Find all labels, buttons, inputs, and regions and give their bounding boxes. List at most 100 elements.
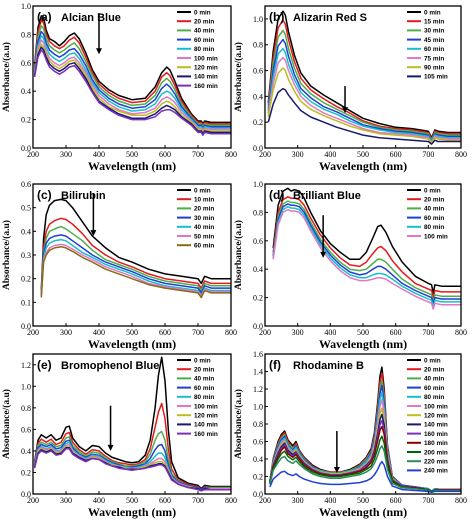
y-tick-label: 0.6 xyxy=(21,180,31,189)
legend-entry: 160 min xyxy=(424,431,448,438)
y-tick-label: 0.8 xyxy=(253,208,263,217)
x-tick-label: 600 xyxy=(159,496,171,505)
x-tick-label: 200 xyxy=(27,328,39,337)
y-axis-label: Absorbance/(a.u) xyxy=(233,389,244,459)
chart-title: Rhodamine B xyxy=(293,360,364,372)
legend-entry: 10 min xyxy=(194,197,214,204)
y-tick-label: 0.4 xyxy=(21,227,31,236)
y-tick-label: 0.5 xyxy=(21,204,31,213)
legend-entry: 140 min xyxy=(194,422,218,429)
y-tick-label: 0.4 xyxy=(253,92,263,101)
decrease-arrow xyxy=(107,405,114,451)
series-line-8 xyxy=(33,46,231,135)
x-tick-label: 400 xyxy=(93,328,105,337)
y-tick-label: 1.0 xyxy=(253,180,263,189)
x-axis-label: Wavelength (nm) xyxy=(319,159,407,173)
series-line-9 xyxy=(33,448,231,492)
y-tick-label: 0.6 xyxy=(21,59,31,68)
legend-entry: 100 min xyxy=(194,55,218,62)
y-tick-label: 0.8 xyxy=(253,41,263,50)
series-group xyxy=(267,10,461,145)
y-tick-label: 1.2 xyxy=(21,361,31,370)
legend-entry: 0 min xyxy=(424,9,441,16)
legend-entry: 100 min xyxy=(194,403,218,410)
y-tick-label: 0.0 xyxy=(253,144,263,153)
chart-panel-4: 200 300 400 500 600 700 800 0.0 0.2 0.4 0.6 0.8 1.0 W… xyxy=(233,180,467,351)
panel-label: (b) xyxy=(269,10,284,24)
y-axis-label: Absorbance/(a.u) xyxy=(233,42,244,112)
legend-entry: 45 min xyxy=(424,37,444,44)
x-tick-label: 600 xyxy=(159,328,171,337)
x-tick-label: 400 xyxy=(93,150,105,159)
y-tick-label: 0.2 xyxy=(253,294,263,303)
legend-entry: 15 min xyxy=(424,19,444,26)
series-group xyxy=(272,187,461,310)
legend-entry: 20 min xyxy=(194,367,214,374)
legend-entry: 20 min xyxy=(194,206,214,213)
legend: 0 min 20 min 40 min 60 min 80 min 100 min xyxy=(407,187,448,240)
series-line-2 xyxy=(272,196,461,299)
x-tick-label: 700 xyxy=(192,328,204,337)
x-tick-label: 600 xyxy=(159,150,171,159)
legend-entry: 140 min xyxy=(424,422,448,429)
series-line-2 xyxy=(40,217,231,293)
y-tick-label: 0.6 xyxy=(253,438,263,447)
y-tick-label: 0.2 xyxy=(253,473,263,482)
panel-label: (c) xyxy=(37,188,52,202)
x-tick-label: 500 xyxy=(126,328,138,337)
chart-panel-1: 200 300 400 500 600 700 800 0.0 0.2 0.4 0.6 0.8 1.0 W… xyxy=(1,2,237,173)
legend-entry: 120 min xyxy=(194,413,218,420)
series-line-1 xyxy=(33,356,231,490)
y-tick-label: 0.0 xyxy=(21,322,31,331)
legend-entry: 0 min xyxy=(194,187,211,194)
x-tick-label: 500 xyxy=(357,328,369,337)
legend-entry: 20 min xyxy=(194,19,214,26)
series-group xyxy=(269,366,461,494)
x-axis-label: Wavelength (nm) xyxy=(88,337,176,351)
legend-entry: 40 min xyxy=(424,206,444,213)
y-axis-label: Absorbance/(a.u) xyxy=(233,220,244,290)
y-axis-label: Absorbance/(a.u) xyxy=(1,220,12,290)
x-axis-label: Wavelength (nm) xyxy=(88,505,176,519)
x-axis-label: Wavelength (nm) xyxy=(319,337,407,351)
x-tick-label: 800 xyxy=(455,328,467,337)
legend-entry: 20 min xyxy=(424,367,444,374)
x-tick-label: 600 xyxy=(390,328,402,337)
chart-title: Bilirubin xyxy=(61,190,106,202)
x-tick-label: 700 xyxy=(192,496,204,505)
chart-panel-5: 200 300 400 500 600 700 800 0.0 0.2 0.4 0.6 0.8 1.0 1… xyxy=(1,353,237,519)
y-tick-label: 0.4 xyxy=(21,447,31,456)
series-group xyxy=(33,15,231,136)
y-tick-label: 0.8 xyxy=(21,404,31,413)
panel-label: (d) xyxy=(269,188,284,202)
legend-entry: 90 min xyxy=(424,65,444,72)
decrease-arrow xyxy=(96,13,102,55)
y-tick-label: 0.2 xyxy=(21,116,31,125)
panel-label: (f) xyxy=(269,358,281,372)
x-tick-label: 300 xyxy=(292,496,304,505)
legend-entry: 180 min xyxy=(424,440,448,447)
legend-entry: 30 min xyxy=(424,28,444,35)
y-tick-label: 0.6 xyxy=(21,425,31,434)
x-axis-label: Wavelength (nm) xyxy=(319,505,407,519)
chart-title: Alcian Blue xyxy=(61,12,121,24)
legend-entry: 60 min xyxy=(194,243,214,250)
x-tick-label: 400 xyxy=(324,150,336,159)
series-line-7 xyxy=(267,67,461,144)
series-line-2 xyxy=(33,402,231,491)
series-line-4 xyxy=(33,30,231,129)
x-axis-label: Wavelength (nm) xyxy=(88,159,176,173)
y-tick-label: 1.0 xyxy=(253,15,263,24)
legend-entry: 50 min xyxy=(194,233,214,240)
legend-entry: 0 min xyxy=(424,357,441,364)
x-tick-label: 300 xyxy=(60,496,72,505)
series-line-13 xyxy=(269,460,461,494)
y-axis-label: Absorbance/(a.u) xyxy=(1,42,12,112)
y-tick-label: 1.0 xyxy=(253,403,263,412)
chart-title: Brilliant Blue xyxy=(293,190,361,202)
legend-entry: 160 min xyxy=(194,431,218,438)
chart-panel-3: 200 300 400 500 600 700 800 0.0 0.1 0.2 0.3 0.4 0.5 0… xyxy=(1,180,237,351)
series-line-12 xyxy=(269,445,461,494)
legend-entry: 80 min xyxy=(194,394,214,401)
